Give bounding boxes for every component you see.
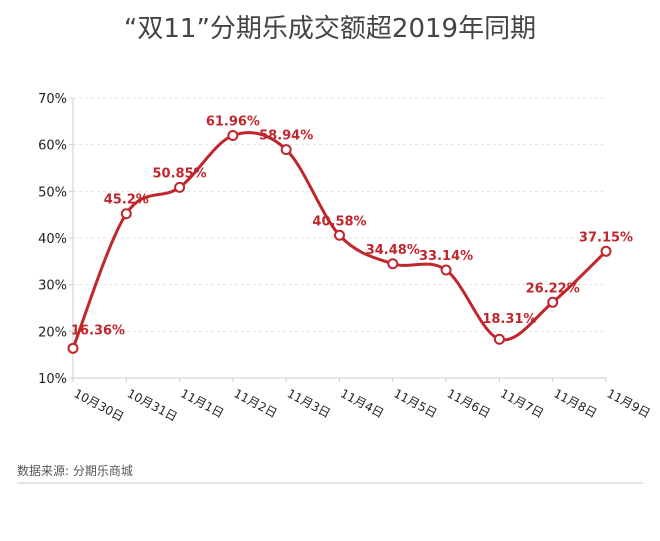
data-point	[387, 258, 399, 270]
series-line	[71, 131, 608, 349]
x-tick-label: 11月5日	[391, 386, 439, 420]
x-tick-label: 11月7日	[498, 386, 546, 420]
y-tick-label: 30%	[38, 279, 67, 294]
data-label: 34.48%	[366, 243, 420, 258]
x-tick-label: 11月3日	[285, 386, 333, 420]
data-point	[67, 342, 79, 354]
x-tick-label: 11月9日	[605, 386, 653, 420]
x-tick-label: 10月31日	[125, 386, 180, 424]
x-tick-label: 11月4日	[338, 386, 386, 420]
data-point	[334, 229, 345, 241]
data-label: 37.15%	[579, 230, 633, 245]
x-tick-label: 11月8日	[551, 386, 599, 420]
data-label: 26.22%	[526, 281, 580, 296]
x-tick-label: 11月2日	[231, 386, 279, 420]
chart-title: “双11”分期乐成交额超2019年同期	[123, 14, 537, 44]
x-tick-label: 11月6日	[445, 386, 493, 420]
footer-divider	[17, 482, 643, 484]
data-point	[174, 181, 186, 193]
y-tick-label: 60%	[38, 139, 67, 154]
y-tick-label: 70%	[38, 92, 67, 107]
y-tick-label: 50%	[38, 185, 67, 200]
data-label: 40.58%	[312, 214, 366, 229]
y-tick-label: 40%	[38, 232, 67, 247]
x-tick-label: 11月1日	[178, 386, 226, 420]
data-label: 58.94%	[259, 129, 313, 144]
data-point	[120, 208, 132, 220]
data-point	[280, 144, 292, 156]
y-tick-label: 10%	[38, 372, 67, 387]
source-note: 数据来源: 分期乐商城	[17, 464, 133, 478]
data-label: 45.2%	[104, 193, 149, 208]
data-point	[547, 296, 559, 308]
data-point	[600, 245, 612, 257]
data-label: 50.85%	[153, 166, 207, 181]
data-label: 33.14%	[419, 249, 473, 264]
x-tick-label: 10月30日	[72, 386, 127, 424]
data-label: 61.96%	[206, 115, 260, 130]
data-point	[440, 264, 452, 276]
data-point	[227, 130, 239, 142]
data-label: 16.36%	[71, 323, 125, 338]
y-tick-label: 20%	[38, 325, 67, 340]
data-point	[493, 333, 505, 345]
data-label: 18.31%	[482, 312, 536, 327]
